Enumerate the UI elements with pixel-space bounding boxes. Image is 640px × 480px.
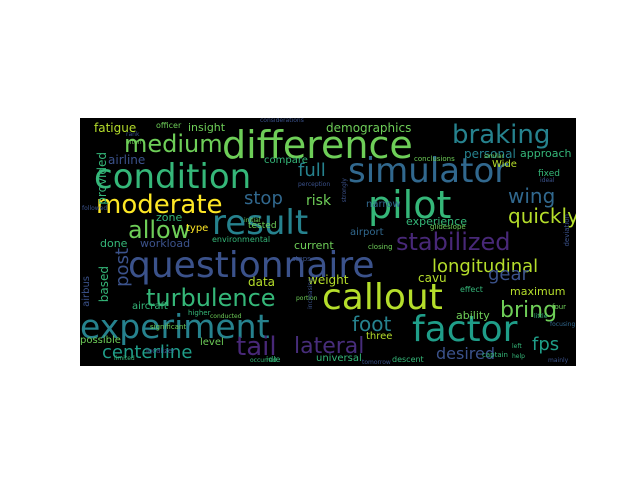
cloud-word-occurred: occurred [250,357,277,364]
cloud-word-gear: gear [488,264,529,285]
cloud-word-mainly: mainly [548,357,569,364]
cloud-word-pilot: pilot [368,183,452,227]
cloud-word-glideslope: glideslope [430,223,466,231]
cloud-word-airbus: airbus [81,276,92,307]
cloud-word-cavu: cavu [418,271,447,285]
cloud-word-allow: allow [128,216,191,244]
cloud-word-possible: possible [80,335,121,346]
cloud-word-data: data [248,275,276,289]
cloud-word-four: four [552,303,567,311]
cloud-word-captain: captain [482,351,508,359]
cloud-word-turbulence: turbulence [146,284,276,312]
cloud-word-aircraft: aircraft [132,301,168,312]
cloud-word-insight: insight [188,121,226,134]
cloud-word-medium: medium [124,130,223,158]
cloud-word-experiment: experiment [80,307,270,346]
cloud-word-weight: weight [308,273,349,287]
cloud-word-closing: closing [368,243,393,251]
cloud-word-callout: callout [322,277,443,318]
cloud-word-steps: steps [292,255,311,263]
cloud-word-moderate: moderate [96,190,223,220]
cloud-word-effect: effect [460,285,483,294]
cloud-word-braking: braking [452,120,551,150]
cloud-word-workload: workload [140,237,191,250]
cloud-word-ideal: ideal [540,177,555,184]
cloud-word-initial: initial [244,217,261,224]
cloud-word-factor: factor [412,309,518,350]
cloud-word-longitudinal: longitudinal [432,256,539,277]
cloud-word-fixed: fixed [538,169,560,179]
cloud-word-descent: descent [392,355,424,364]
cloud-word-perception: perception [298,181,331,188]
cloud-word-done: done [100,237,128,250]
cloud-word-conducted: conducted [210,313,242,320]
cloud-word-fatigue: fatigue [94,121,137,135]
cloud-word-bring: bring [500,298,558,323]
cloud-word-tail: tail [236,332,277,362]
cloud-word-environmental: environmental [212,235,271,244]
cloud-word-lateral: lateral [294,334,365,359]
cloud-word-ability: ability [456,309,490,322]
cloud-word-conclusions: conclusions [414,155,455,163]
cloud-word-demographics: demographics [326,121,412,135]
cloud-word-tested: tested [248,221,277,231]
cloud-word-compare: compare [264,155,308,166]
cloud-word-zone: zone [156,211,183,224]
cloud-word-full: full [298,160,326,181]
cloud-word-considerations: considerations [260,118,304,124]
cloud-word-based: based [97,266,111,303]
cloud-word-quickly: quickly [508,204,576,228]
cloud-word-centerline: centerline [102,342,193,363]
cloud-word-narrow: narrow [366,199,401,210]
cloud-word-personal: personal [464,147,516,161]
cloud-word-fps: fps [532,334,560,355]
cloud-word-often: often [126,139,142,146]
cloud-word-deviation: deviation [563,214,571,247]
cloud-word-foot: foot [352,312,392,336]
cloud-word-current: current [294,239,334,252]
cloud-word-result: result [212,203,309,243]
cloud-word-airport: airport [350,227,384,238]
word-cloud: questionnaire difference condition simul… [80,118,576,366]
cloud-word-officer: officer [156,121,182,130]
cloud-word-risk: risk [306,193,332,209]
cloud-word-idle: idle [266,355,281,364]
cloud-word-stop: stop [244,188,283,209]
cloud-word-condition: condition [94,157,252,197]
cloud-word-little: little [534,313,548,320]
cloud-word-rank: rank [126,131,140,138]
cloud-word-wing: wing [508,184,556,208]
cloud-word-universal: universal [316,353,362,364]
cloud-word-type: type [186,223,209,234]
cloud-word-portion: portion [296,295,318,302]
cloud-word-followed: followed [82,205,108,212]
cloud-word-questionnaire: questionnaire [128,245,375,286]
cloud-word-similar: similar [484,153,505,160]
cloud-word-focusing: focusing [550,321,576,328]
cloud-word-level: level [200,337,224,348]
cloud-word-strongly: strongly [341,178,348,203]
cloud-word-simulator: simulator [348,151,509,191]
cloud-word-significant: significant [150,323,187,331]
cloud-word-stabilized: stabilized [396,228,511,256]
cloud-word-difference: difference [222,123,413,167]
cloud-word-maximum: maximum [510,285,566,298]
cloud-word-approach: approach [520,147,572,160]
cloud-word-increasing: increasing [307,278,314,309]
cloud-word-tomorrow: tomorrow [362,359,391,366]
cloud-word-help: help [512,353,525,360]
cloud-word-localizer: localizer [146,347,176,355]
cloud-word-higher: higher [188,309,211,317]
cloud-word-three: three [366,331,393,342]
cloud-word-left: left [512,343,522,350]
cloud-word-desired: desired [436,344,496,363]
cloud-word-provided: provided [95,152,109,205]
cloud-word-Wide: Wide [492,159,517,170]
cloud-word-airline: airline [108,153,146,167]
cloud-word-post: post [112,248,133,287]
cloud-word-experience: experience [406,215,467,228]
cloud-word-limited: limited [114,355,135,362]
